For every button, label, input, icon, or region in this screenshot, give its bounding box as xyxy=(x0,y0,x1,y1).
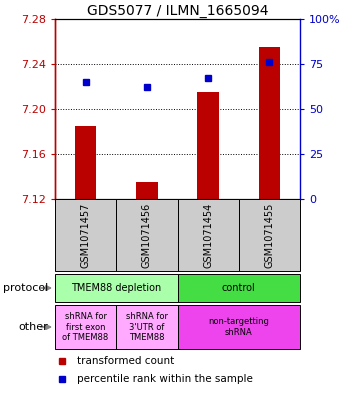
Text: GSM1071456: GSM1071456 xyxy=(142,202,152,268)
Bar xyxy=(177,305,300,349)
Bar xyxy=(177,199,239,271)
Bar xyxy=(55,199,116,271)
Bar xyxy=(116,305,177,349)
Text: shRNA for
3'UTR of
TMEM88: shRNA for 3'UTR of TMEM88 xyxy=(126,312,168,342)
Bar xyxy=(177,274,300,302)
Text: shRNA for
first exon
of TMEM88: shRNA for first exon of TMEM88 xyxy=(63,312,109,342)
Bar xyxy=(259,47,280,199)
Text: percentile rank within the sample: percentile rank within the sample xyxy=(77,374,253,384)
Text: GSM1071454: GSM1071454 xyxy=(203,202,213,268)
Text: non-targetting
shRNA: non-targetting shRNA xyxy=(208,317,269,337)
Title: GDS5077 / ILMN_1665094: GDS5077 / ILMN_1665094 xyxy=(87,4,268,18)
Bar xyxy=(198,92,219,199)
Text: control: control xyxy=(222,283,256,293)
Text: GSM1071457: GSM1071457 xyxy=(81,202,91,268)
Text: protocol: protocol xyxy=(3,283,48,293)
Bar xyxy=(55,305,116,349)
Bar xyxy=(55,274,177,302)
Bar xyxy=(116,199,177,271)
Text: TMEM88 depletion: TMEM88 depletion xyxy=(71,283,162,293)
Bar xyxy=(239,199,300,271)
Bar xyxy=(75,126,96,199)
Text: transformed count: transformed count xyxy=(77,356,174,366)
Text: other: other xyxy=(18,322,48,332)
Bar xyxy=(136,182,158,199)
Text: GSM1071455: GSM1071455 xyxy=(265,202,274,268)
